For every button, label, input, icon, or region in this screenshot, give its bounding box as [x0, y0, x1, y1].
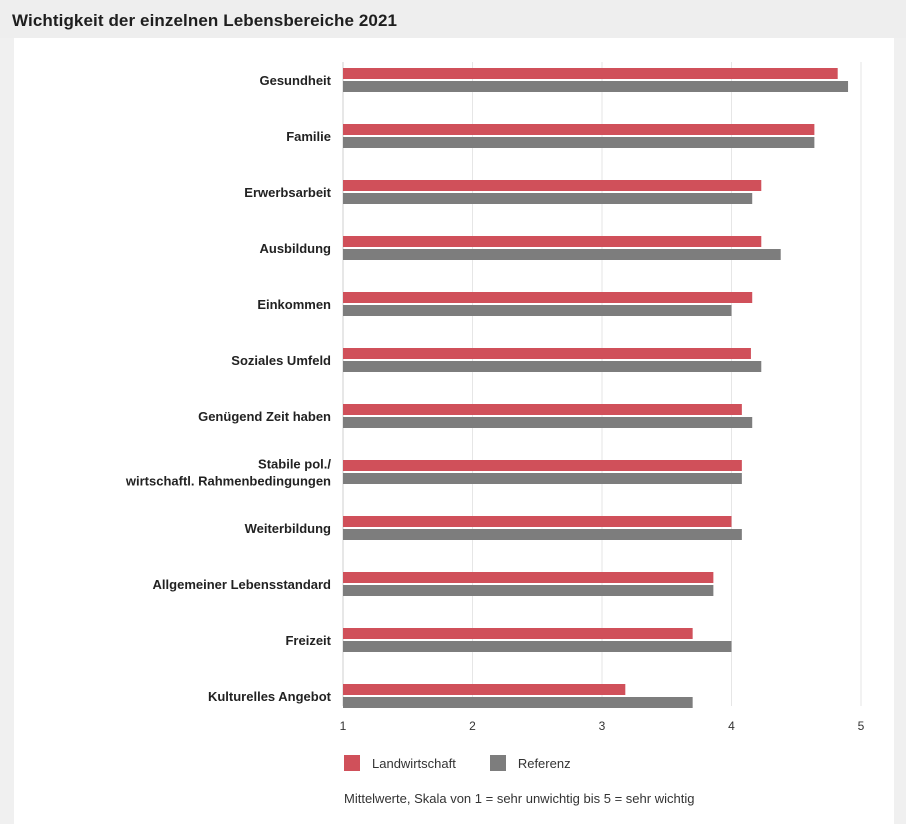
bar-referenz-5 — [343, 361, 762, 372]
category-label-3: Ausbildung — [260, 241, 332, 256]
bar-landwirtschaft-4 — [343, 292, 753, 303]
bar-landwirtschaft-2 — [343, 180, 762, 191]
bar-landwirtschaft-3 — [343, 236, 762, 247]
bar-landwirtschaft-5 — [343, 348, 751, 359]
x-tick-label-3: 3 — [599, 719, 606, 733]
bar-referenz-1 — [343, 137, 815, 148]
footnote: Mittelwerte, Skala von 1 = sehr unwichti… — [344, 791, 695, 806]
chart-title: Wichtigkeit der einzelnen Lebensbereiche… — [12, 11, 398, 30]
bar-referenz-10 — [343, 641, 732, 652]
category-label-1: Familie — [286, 129, 331, 144]
bar-landwirtschaft-1 — [343, 124, 815, 135]
category-label-9: Allgemeiner Lebensstandard — [153, 577, 331, 592]
x-tick-label-4: 4 — [728, 719, 735, 733]
category-label-0: Gesundheit — [259, 73, 331, 88]
bar-referenz-8 — [343, 529, 742, 540]
bar-referenz-4 — [343, 305, 732, 316]
bar-landwirtschaft-9 — [343, 572, 714, 583]
category-label-7-line-1: wirtschaftl. Rahmenbedingungen — [125, 474, 331, 489]
legend-swatch-landwirtschaft — [344, 755, 360, 771]
bar-referenz-11 — [343, 697, 693, 708]
category-label-10: Freizeit — [285, 633, 331, 648]
bar-referenz-9 — [343, 585, 714, 596]
legend-item-referenz: Referenz — [489, 755, 571, 771]
bar-referenz-6 — [343, 417, 753, 428]
category-label-2: Erwerbsarbeit — [244, 185, 331, 200]
legend-swatch-referenz — [489, 755, 506, 771]
legend-label-landwirtschaft: Landwirtschaft — [372, 755, 456, 771]
x-tick-label-5: 5 — [858, 719, 865, 733]
bar-landwirtschaft-8 — [343, 516, 732, 527]
bar-landwirtschaft-11 — [343, 684, 626, 695]
category-label-7-line-0: Stabile pol./ — [258, 457, 331, 472]
title-bar: Wichtigkeit der einzelnen Lebensbereiche… — [0, 0, 906, 38]
bar-landwirtschaft-0 — [343, 68, 838, 79]
legend-label-referenz: Referenz — [517, 755, 571, 771]
category-label-8: Weiterbildung — [245, 521, 331, 536]
legend-item-landwirtschaft: Landwirtschaft — [344, 755, 456, 771]
bar-landwirtschaft-7 — [343, 460, 742, 471]
category-label-5: Soziales Umfeld — [231, 353, 331, 368]
x-tick-label-1: 1 — [340, 719, 347, 733]
bar-landwirtschaft-10 — [343, 628, 693, 639]
x-tick-label-2: 2 — [469, 719, 476, 733]
bar-referenz-2 — [343, 193, 753, 204]
category-label-6: Genügend Zeit haben — [198, 409, 331, 424]
bar-referenz-7 — [343, 473, 742, 484]
bar-referenz-3 — [343, 249, 781, 260]
category-label-4: Einkommen — [257, 297, 331, 312]
bar-referenz-0 — [343, 81, 849, 92]
bar-landwirtschaft-6 — [343, 404, 742, 415]
legend: Landwirtschaft Referenz — [344, 753, 605, 773]
category-label-11: Kulturelles Angebot — [208, 689, 332, 704]
